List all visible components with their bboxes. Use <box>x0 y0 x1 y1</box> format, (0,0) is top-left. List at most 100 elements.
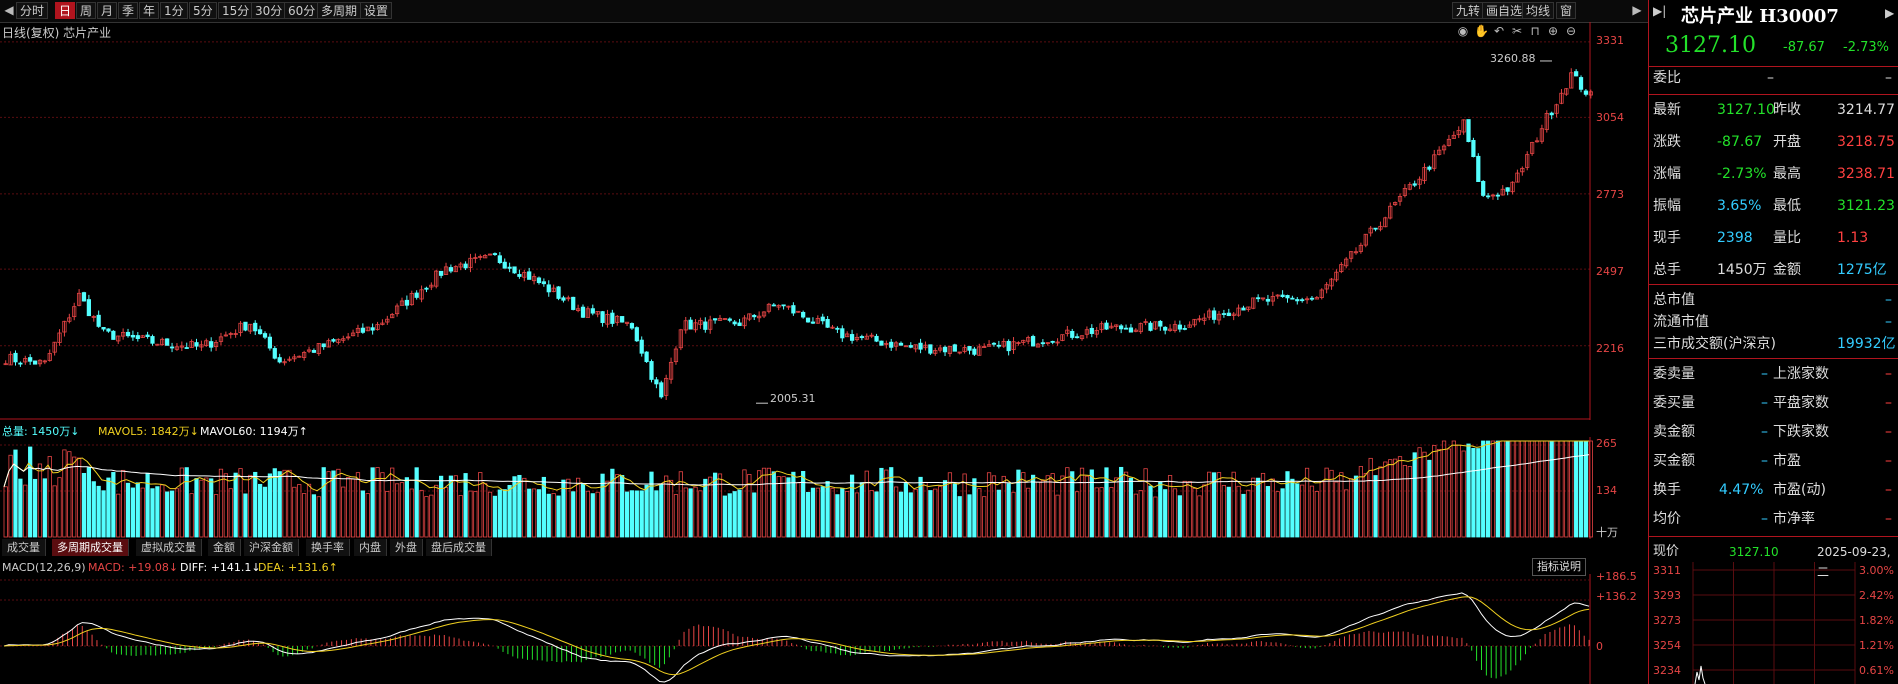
flow-value-0: – <box>1761 366 1768 382</box>
volume-bar-49 <box>243 493 248 538</box>
candle-body-124 <box>610 312 615 324</box>
candle-body-286 <box>1402 188 1408 196</box>
candle-body-262 <box>1285 295 1290 299</box>
candle-body-210 <box>1030 336 1036 347</box>
candle-body-78 <box>385 318 390 323</box>
period-2[interactable]: 周 <box>76 2 97 19</box>
volume-bar-48 <box>238 468 243 538</box>
candle-body-207 <box>1016 342 1021 344</box>
period-12[interactable]: 设置 <box>360 2 393 19</box>
intraday-mini-chart[interactable]: 3311 3.00% 3293 2.42% 3273 1.82% 3254 1.21% 3234… <box>1649 562 1898 684</box>
candle-body-167 <box>820 316 825 322</box>
expand-right-icon[interactable]: ▶ <box>1632 3 1642 17</box>
candle-body-94 <box>463 263 468 269</box>
volume-bar-85 <box>419 489 424 538</box>
volume-tab-5[interactable]: 换手率 <box>306 539 350 556</box>
volume-bar-123 <box>605 480 610 538</box>
candle-body-34 <box>169 346 175 349</box>
period-11[interactable]: 多周期 <box>317 2 362 19</box>
volume-tab-1[interactable]: 多周期成交量 <box>52 539 129 556</box>
volume-bar-147 <box>722 495 727 538</box>
volume-axis-1: 265 <box>1596 437 1617 450</box>
volume-tab-8[interactable]: 盘后成交量 <box>426 539 492 556</box>
period-0[interactable]: 分时 <box>16 2 49 19</box>
volume-bar-118 <box>580 483 586 538</box>
quote-value-1: -87.67 <box>1717 134 1763 150</box>
volume-bar-116 <box>571 491 576 538</box>
period-8[interactable]: 15分 <box>218 2 254 19</box>
volume-bar-160 <box>786 477 791 538</box>
toolbar-right-0[interactable]: 九转 <box>1452 2 1485 19</box>
volume-bar-32 <box>160 484 165 538</box>
panel-expand-icon[interactable]: ▶ <box>1885 6 1895 20</box>
candle-body-150 <box>737 322 742 326</box>
candle-body-200 <box>982 346 987 348</box>
volume-bar-130 <box>639 490 644 538</box>
candle-body-284 <box>1393 202 1398 206</box>
volume-bar-266 <box>1304 467 1310 538</box>
volume-bar-25 <box>125 482 131 538</box>
volume-bar-45 <box>223 473 228 538</box>
scissors-icon[interactable]: ✂ <box>1511 24 1523 38</box>
volume-bar-129 <box>634 490 639 538</box>
candle-body-16 <box>81 292 87 302</box>
volume-bar-200 <box>982 496 987 538</box>
volume-bar-106 <box>522 477 527 538</box>
period-9[interactable]: 30分 <box>251 2 287 19</box>
volume-tab-0[interactable]: 成交量 <box>2 539 46 556</box>
collapse-left-icon[interactable]: ◀ <box>4 3 14 17</box>
period-7[interactable]: 5分 <box>189 2 217 19</box>
volume-bar-178 <box>874 491 879 538</box>
volume-bar-68 <box>336 468 341 538</box>
zoom-out-icon[interactable]: ⊖ <box>1565 24 1577 38</box>
volume-bar-3 <box>18 478 23 538</box>
period-6[interactable]: 1分 <box>160 2 188 19</box>
volume-bar-108 <box>531 488 537 538</box>
volume-bar-311 <box>1525 440 1530 538</box>
candle-body-208 <box>1021 339 1026 343</box>
candle-body-323 <box>1583 90 1589 95</box>
volume-bar-321 <box>1574 440 1579 538</box>
collapse-panel-icon[interactable]: ▶| <box>1653 4 1667 18</box>
volume-bar-53 <box>262 486 268 538</box>
candle-body-79 <box>390 314 395 319</box>
period-10[interactable]: 60分 <box>284 2 320 19</box>
flow-label-2: 卖金额 <box>1653 424 1695 440</box>
mini-left-axis-4: 3234 <box>1653 664 1681 677</box>
flow-label2-1: 平盘家数 <box>1773 395 1829 411</box>
candle-body-58 <box>287 358 292 361</box>
candle-body-247 <box>1212 310 1217 320</box>
lock-icon[interactable]: ⊓ <box>1530 24 1540 38</box>
volume-bar-59 <box>292 486 297 538</box>
period-1[interactable]: 日 <box>55 2 76 19</box>
candle-body-112 <box>551 287 556 292</box>
candle-body-110 <box>541 281 546 285</box>
period-3[interactable]: 月 <box>97 2 118 19</box>
toolbar-right-3[interactable]: 窗 <box>1556 2 1577 19</box>
toolbar-right-1[interactable]: 画自选 <box>1482 2 1527 19</box>
candle-body-232 <box>1138 323 1143 333</box>
candle-body-156 <box>766 303 772 312</box>
candle-body-56 <box>277 357 282 363</box>
indicator-help-button[interactable]: 指标说明 <box>1532 558 1586 576</box>
volume-bar-180 <box>884 469 889 538</box>
toolbar-right-2[interactable]: 均线 <box>1522 2 1555 19</box>
candle-body-269 <box>1319 289 1324 298</box>
volume-bar-264 <box>1295 483 1300 538</box>
undo-icon[interactable]: ↶ <box>1493 24 1505 38</box>
volume-tab-4[interactable]: 沪深金额 <box>244 539 299 556</box>
period-4[interactable]: 季 <box>118 2 139 19</box>
volume-tab-7[interactable]: 外盘 <box>390 539 423 556</box>
volume-tab-6[interactable]: 内盘 <box>354 539 387 556</box>
candlestick-chart[interactable] <box>0 22 1648 420</box>
price-axis-2: 3054 <box>1596 111 1624 124</box>
candle-body-212 <box>1040 342 1045 345</box>
volume-bar-9 <box>47 456 52 538</box>
volume-tab-3[interactable]: 金额 <box>208 539 241 556</box>
three-market-value: 19932亿 <box>1837 336 1896 352</box>
period-5[interactable]: 年 <box>139 2 160 19</box>
zoom-in-icon[interactable]: ⊕ <box>1547 24 1559 38</box>
hand-icon[interactable]: ✋ <box>1474 24 1489 38</box>
eye-icon[interactable]: ◉ <box>1457 24 1469 38</box>
volume-tab-2[interactable]: 虚拟成交量 <box>136 539 202 556</box>
